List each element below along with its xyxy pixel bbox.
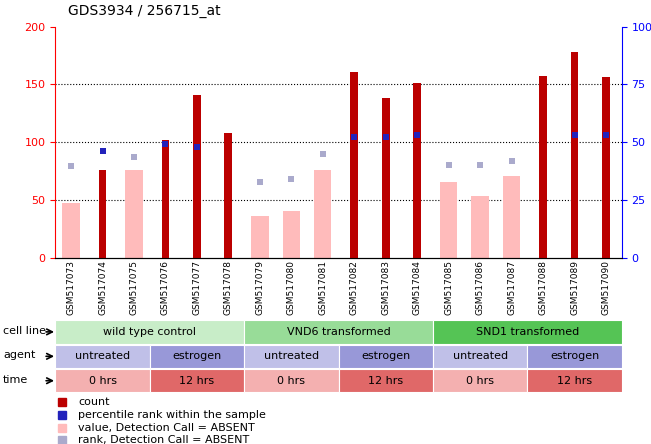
Text: 12 hrs: 12 hrs	[368, 376, 403, 386]
Bar	[339, 369, 433, 392]
Text: agent: agent	[3, 350, 35, 360]
Bar	[527, 345, 622, 368]
Text: 0 hrs: 0 hrs	[466, 376, 494, 386]
Bar	[244, 320, 433, 344]
Bar	[440, 182, 457, 258]
Text: rank, Detection Call = ABSENT: rank, Detection Call = ABSENT	[78, 436, 249, 444]
Bar	[244, 369, 339, 392]
Bar	[126, 170, 143, 258]
Bar	[244, 345, 339, 368]
Bar	[602, 77, 610, 258]
Text: 12 hrs: 12 hrs	[557, 376, 592, 386]
Bar	[381, 98, 390, 258]
Text: percentile rank within the sample: percentile rank within the sample	[78, 410, 266, 420]
Bar	[433, 345, 527, 368]
Text: untreated: untreated	[75, 351, 130, 361]
Text: value, Detection Call = ABSENT: value, Detection Call = ABSENT	[78, 423, 255, 432]
Text: estrogen: estrogen	[361, 351, 410, 361]
Bar	[539, 76, 547, 258]
Bar	[55, 369, 150, 392]
Bar	[339, 345, 433, 368]
Bar	[433, 369, 527, 392]
Bar	[150, 345, 244, 368]
Bar	[527, 369, 622, 392]
Text: untreated: untreated	[452, 351, 508, 361]
Bar	[413, 83, 421, 258]
Bar	[62, 203, 79, 258]
Text: 0 hrs: 0 hrs	[89, 376, 117, 386]
Bar	[193, 95, 201, 258]
Text: 12 hrs: 12 hrs	[180, 376, 214, 386]
Text: 0 hrs: 0 hrs	[277, 376, 305, 386]
Bar	[314, 170, 331, 258]
Bar	[350, 71, 358, 258]
Bar	[570, 52, 579, 258]
Bar	[283, 211, 300, 258]
Text: estrogen: estrogen	[550, 351, 599, 361]
Bar	[98, 170, 107, 258]
Text: GDS3934 / 256715_at: GDS3934 / 256715_at	[68, 4, 221, 18]
Text: cell line: cell line	[3, 325, 46, 336]
Text: wild type control: wild type control	[104, 327, 196, 337]
Text: VND6 transformed: VND6 transformed	[286, 327, 391, 337]
Bar	[55, 345, 150, 368]
Bar	[161, 140, 169, 258]
Bar	[225, 133, 232, 258]
Text: count: count	[78, 397, 109, 407]
Bar	[433, 320, 622, 344]
Bar	[150, 369, 244, 392]
Bar	[251, 216, 268, 258]
Text: time: time	[3, 374, 29, 385]
Bar	[503, 175, 520, 258]
Bar	[55, 320, 244, 344]
Text: estrogen: estrogen	[173, 351, 221, 361]
Bar	[471, 196, 489, 258]
Text: SND1 transformed: SND1 transformed	[476, 327, 579, 337]
Text: untreated: untreated	[264, 351, 319, 361]
